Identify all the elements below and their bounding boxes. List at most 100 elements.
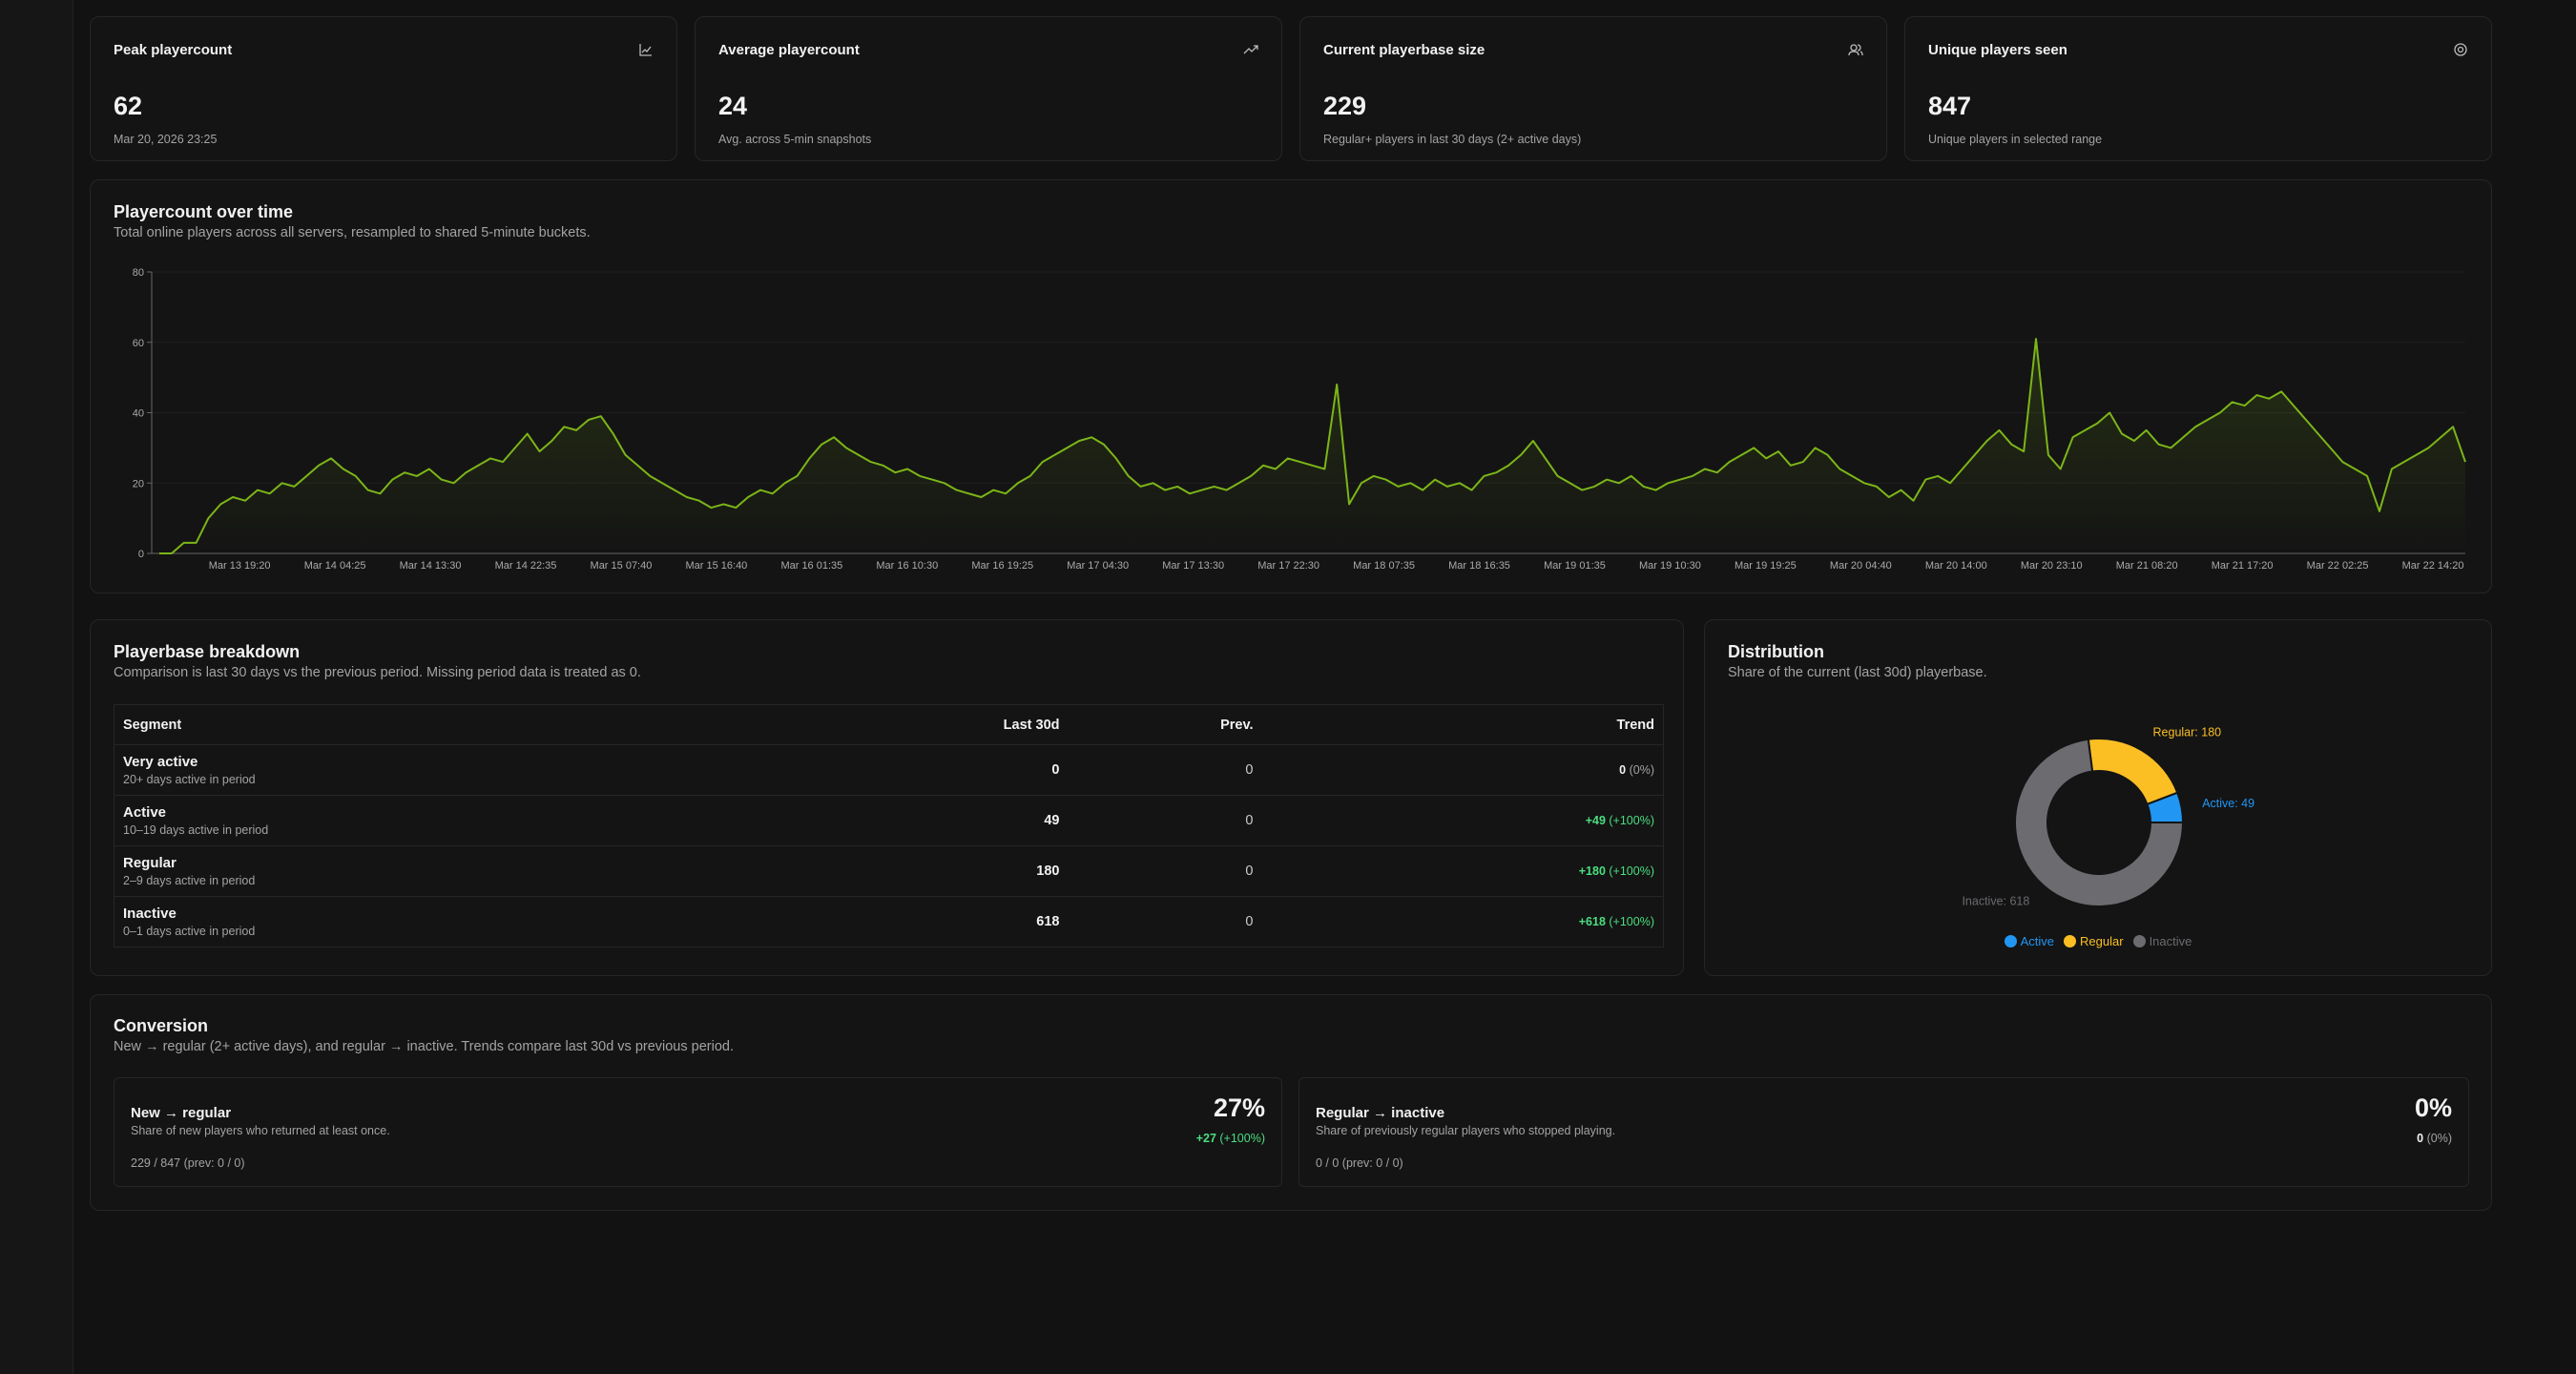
trend: 0 (1619, 763, 1627, 777)
sidebar (0, 0, 73, 1374)
chart-card: Playercount over time Total online playe… (90, 179, 2492, 593)
x-tick-label: Mar 22 02:25 (2307, 560, 2369, 572)
segment-description: 10–19 days active in period (123, 823, 269, 837)
column-header: Trend (1261, 704, 1664, 745)
stat-detail: Mar 20, 2026 23:25 (114, 133, 218, 146)
trend: +27 (1195, 1132, 1216, 1145)
last-30d: 49 (753, 795, 1069, 846)
table-row: Very active 20+ days active in period 0 0 0 … (114, 744, 1664, 796)
distribution-card: Distribution Share of the current (last … (1704, 619, 2492, 976)
stat-icon (639, 44, 652, 56)
x-tick-label: Mar 13 19:20 (209, 560, 271, 572)
table-row: Regular 2–9 days active in period 180 0 +180… (114, 845, 1664, 897)
breakdown-card: Playerbase breakdown Comparison is last … (90, 619, 1684, 976)
column-header: Segment (114, 704, 754, 745)
x-tick-label: Mar 19 10:30 (1639, 560, 1701, 572)
x-tick-label: Mar 20 04:40 (1830, 560, 1892, 572)
column-header: Prev. (1068, 704, 1262, 745)
y-tick-label: 0 (138, 549, 144, 560)
section-subtitle: New → regular (2+ active days), and regu… (114, 1039, 734, 1054)
segment-description: 2–9 days active in period (123, 874, 256, 887)
stat-card: Unique players seen 847 Unique players i… (1904, 16, 2492, 161)
line (159, 338, 2466, 554)
stat-title: Unique players seen (1928, 42, 2067, 58)
x-tick-label: Mar 16 19:25 (971, 560, 1033, 572)
trend: +618 (1578, 915, 1606, 928)
legend-swatch (2132, 935, 2146, 947)
x-tick-label: Mar 14 04:25 (304, 560, 366, 572)
trend-pct: (+100%) (1609, 814, 1654, 827)
x-tick-label: Mar 21 17:20 (2212, 560, 2274, 572)
x-tick-label: Mar 19 01:35 (1544, 560, 1606, 572)
stat-icon (2454, 43, 2467, 56)
prev: 0 (1068, 744, 1262, 796)
trend: +180 (1578, 864, 1606, 878)
x-tick-label: Mar 18 07:35 (1353, 560, 1415, 572)
x-tick-label: Mar 14 22:35 (495, 560, 557, 572)
section-title: Playerbase breakdown (114, 642, 301, 661)
y-tick-label: 80 (133, 267, 144, 279)
segment-name: Regular (123, 855, 177, 871)
stat-detail: Regular+ players in last 30 days (2+ act… (1323, 133, 1582, 146)
trend-pct: (+100%) (1219, 1132, 1265, 1145)
conversion-detail: 229 / 847 (prev: 0 / 0) (131, 1156, 245, 1170)
line-chart: 0 20 40 60 80 Mar 13 19:20 Mar 14 04:25 Mar 14 … (133, 267, 2466, 572)
trend-pct: (0%) (1629, 763, 1654, 777)
section-title: Playercount over time (114, 202, 294, 221)
y-tick-label: 40 (133, 408, 144, 420)
trend-cell: 0 (0%) (1261, 744, 1664, 796)
stat-value: 847 (1928, 92, 1972, 120)
stat-card: Peak playercount 62 Mar 20, 2026 23:25 (90, 16, 677, 161)
x-tick-label: Mar 18 16:35 (1448, 560, 1510, 572)
conversion-item: New → regular Share of new players who re… (114, 1077, 1282, 1187)
donut-chart: Active: 49 Regular: 180 Inactive: 618 (1962, 726, 2254, 908)
donut-label: Regular: 180 (2153, 726, 2222, 739)
segment-cell: Inactive 0–1 days active in period (114, 896, 754, 947)
trend-cell: +180 (+100%) (1261, 845, 1664, 897)
conversion-trend: 0 (0%) (2417, 1132, 2452, 1145)
trend-cell: +618 (+100%) (1261, 896, 1664, 947)
section-subtitle: Total online players across all servers,… (114, 225, 591, 240)
donut-label: Inactive: 618 (1962, 895, 2029, 908)
x-tick-label: Mar 21 08:20 (2116, 560, 2178, 572)
segment-name: Active (123, 804, 167, 821)
legend-item: Active (2004, 934, 2054, 948)
x-tick-label: Mar 22 14:20 (2402, 560, 2464, 572)
legend-item: Regular (2064, 934, 2124, 948)
trend-pct: (+100%) (1609, 864, 1654, 878)
legend: Active Regular Inactive (1705, 934, 2491, 948)
conversion-detail: 0 / 0 (prev: 0 / 0) (1316, 1156, 1403, 1170)
x-tick-label: Mar 14 13:30 (400, 560, 462, 572)
conversion-card: Conversion New → regular (2+ active days… (90, 994, 2492, 1211)
segment-name: Very active (123, 754, 198, 770)
trend-pct: (+100%) (1609, 915, 1654, 928)
section-title: Conversion (114, 1016, 209, 1035)
stat-value: 229 (1323, 92, 1367, 120)
header-row: Segment Last 30d Prev. Trend (114, 704, 1664, 745)
prev: 0 (1068, 795, 1262, 846)
legend-swatch (2004, 935, 2017, 947)
stat-card: Average playercount 24 Avg. across 5-min… (695, 16, 1282, 161)
y-tick-label: 60 (133, 338, 144, 349)
y-tick-label: 20 (133, 478, 144, 489)
stat-icon (1848, 44, 1863, 56)
prev: 0 (1068, 845, 1262, 897)
stat-card: Current playerbase size 229 Regular+ pla… (1299, 16, 1887, 161)
legend-label: Regular (2080, 934, 2124, 948)
segment-cell: Very active 20+ days active in period (114, 744, 754, 796)
legend-swatch (2064, 935, 2077, 947)
x-tick-label: Mar 20 14:00 (1925, 560, 1987, 572)
segment-description: 0–1 days active in period (123, 925, 256, 938)
stat-detail: Unique players in selected range (1928, 133, 2103, 146)
segment-cell: Regular 2–9 days active in period (114, 845, 754, 897)
section-subtitle: Share of the current (last 30d) playerba… (1728, 665, 1987, 680)
x-tick-label: Mar 16 01:35 (780, 560, 842, 572)
last-30d: 0 (753, 744, 1069, 796)
last-30d: 180 (753, 845, 1069, 897)
x-tick-label: Mar 17 13:30 (1162, 560, 1224, 572)
stat-detail: Avg. across 5-min snapshots (718, 133, 872, 146)
stat-value: 62 (114, 92, 143, 120)
table-row: Active 10–19 days active in period 49 0 +49 … (114, 795, 1664, 846)
conversion-description: Share of previously regular players who … (1316, 1124, 1616, 1137)
donut-segment (2087, 738, 2179, 806)
